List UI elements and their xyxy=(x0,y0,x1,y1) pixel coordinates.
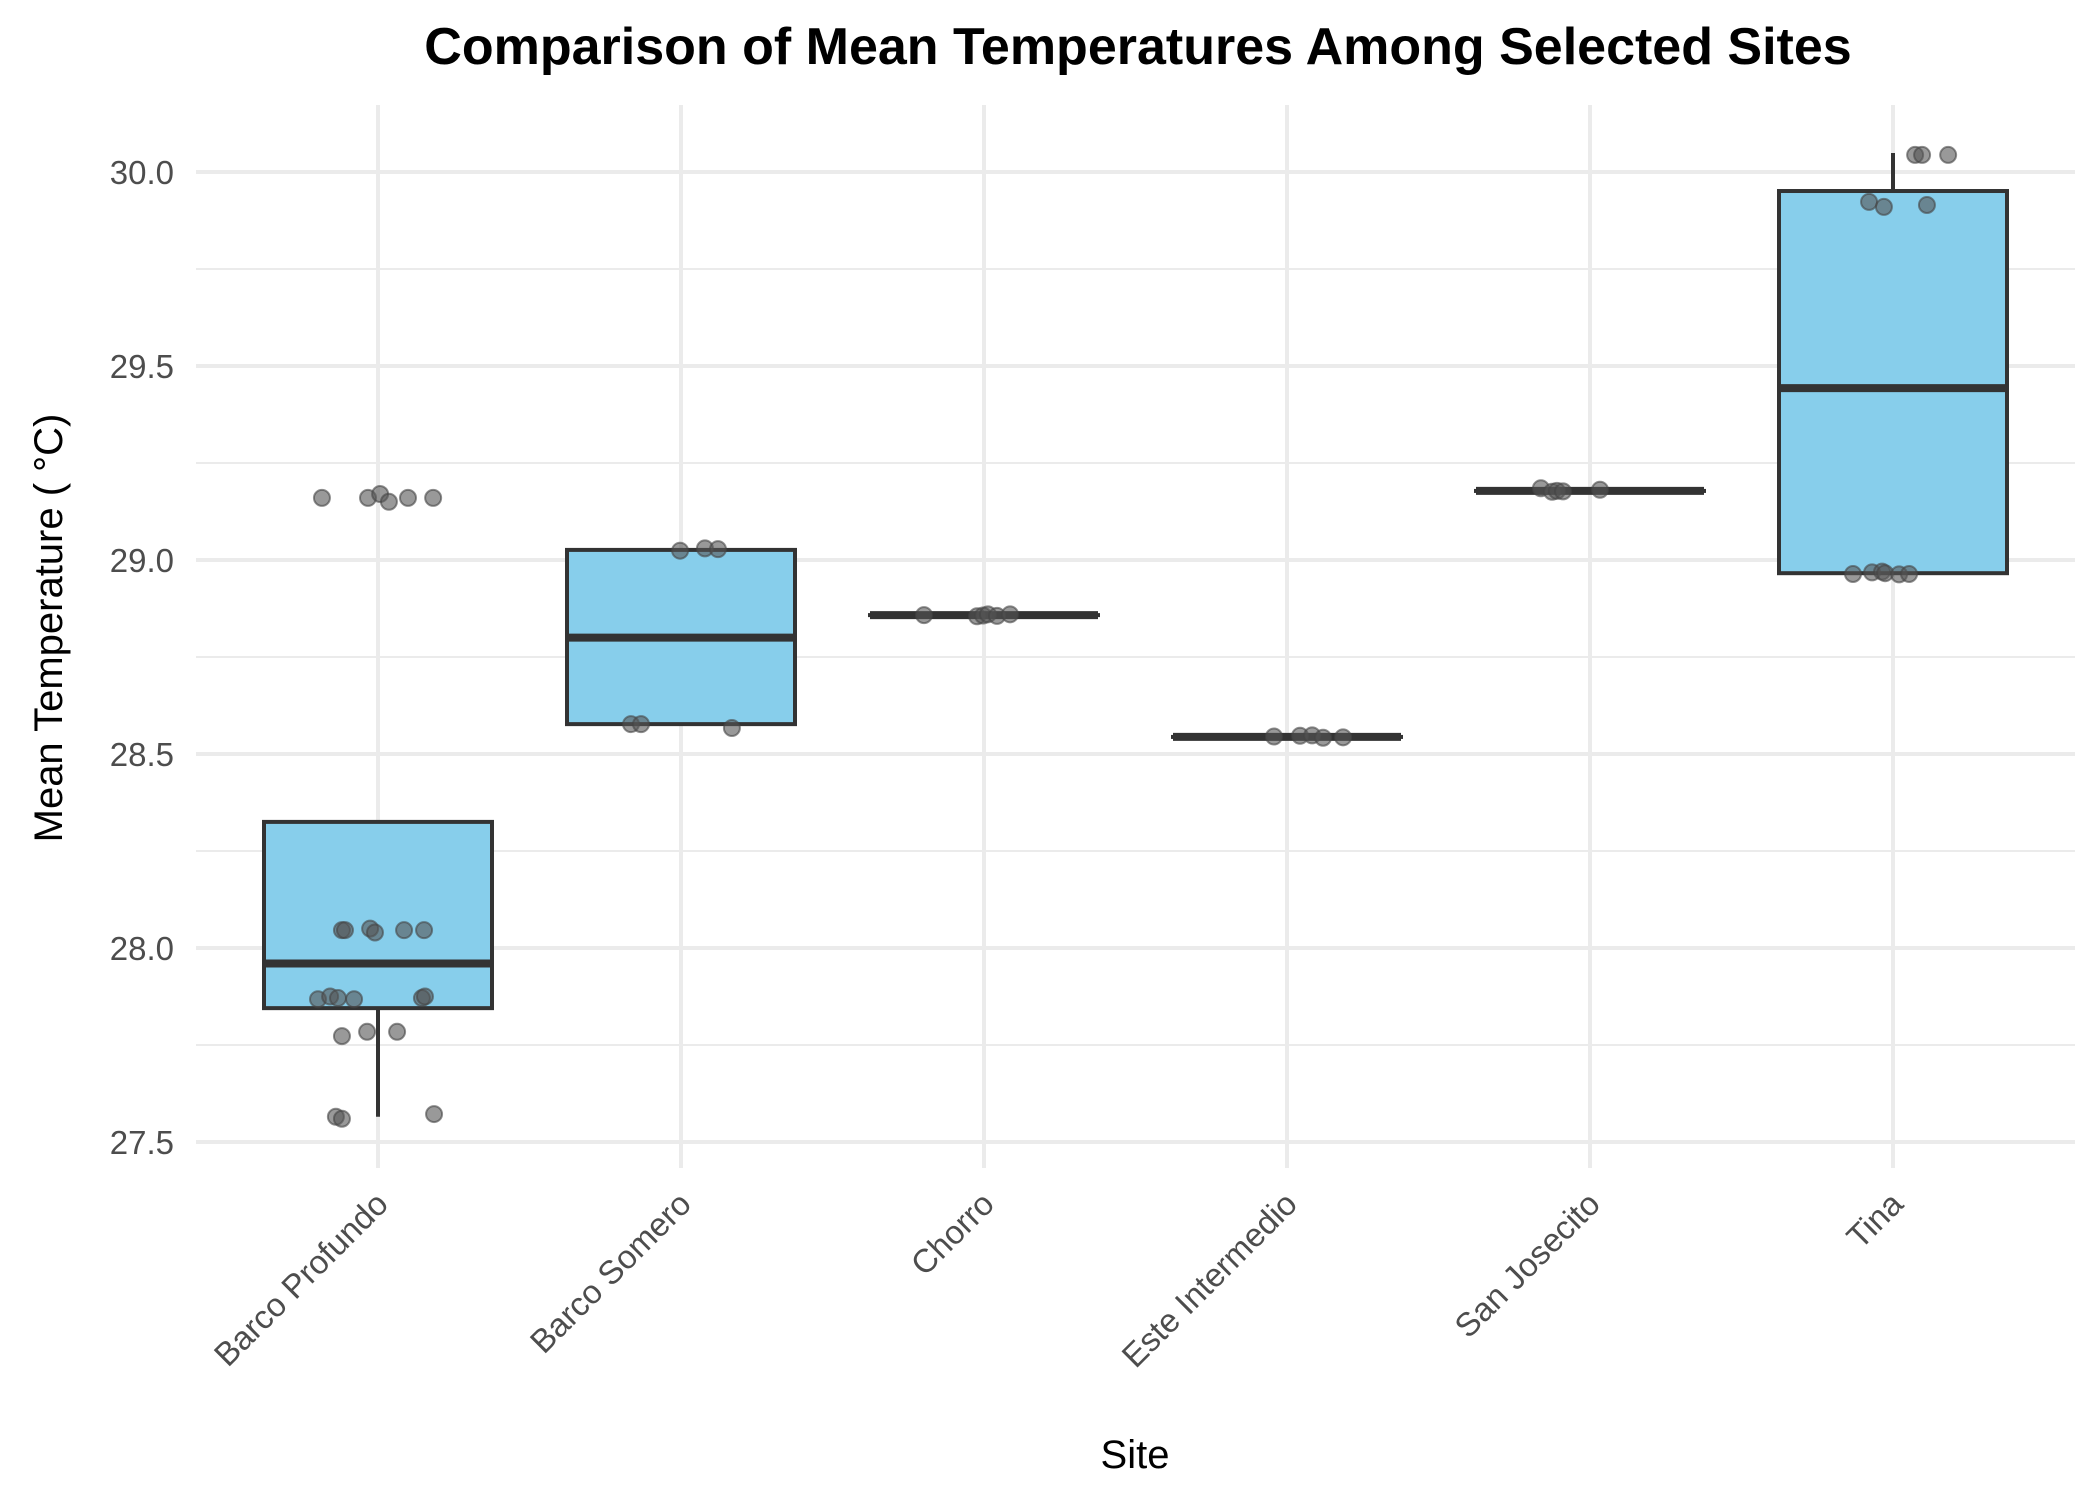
data-point xyxy=(332,1109,351,1128)
data-point xyxy=(1913,145,1932,164)
y-axis-ticks: 27.5 28.0 28.5 29.0 29.5 30.0 xyxy=(110,154,174,1161)
data-point xyxy=(329,989,348,1008)
data-point xyxy=(332,1027,351,1046)
data-point xyxy=(1334,728,1353,747)
data-point xyxy=(632,715,651,734)
chart-title: Comparison of Mean Temperatures Among Se… xyxy=(424,18,1851,76)
data-point xyxy=(1001,605,1020,624)
data-point xyxy=(722,719,741,738)
data-point xyxy=(379,492,398,511)
y-tick-label: 30.0 xyxy=(110,154,174,191)
y-tick-label: 29.0 xyxy=(110,542,174,579)
data-point xyxy=(395,921,414,940)
data-point xyxy=(1874,197,1893,216)
jitter-points xyxy=(309,145,1958,1128)
data-point xyxy=(358,1022,377,1041)
data-point xyxy=(365,923,384,942)
data-point xyxy=(1860,192,1879,211)
iqr-box xyxy=(1777,189,2009,576)
data-point xyxy=(1554,482,1573,501)
box-barco-profundo xyxy=(262,819,494,1117)
y-tick-label: 29.5 xyxy=(110,348,174,385)
iqr-box xyxy=(262,819,494,1011)
data-point xyxy=(424,488,443,507)
data-point xyxy=(398,488,417,507)
data-point xyxy=(1917,195,1936,214)
y-tick-label: 28.5 xyxy=(110,736,174,773)
data-point xyxy=(1264,727,1283,746)
data-point xyxy=(415,921,434,940)
y-tick-label: 28.0 xyxy=(110,930,174,967)
data-point xyxy=(415,987,434,1006)
x-axis-title: Site xyxy=(1101,1433,1170,1477)
y-tick-label: 27.5 xyxy=(110,1124,174,1161)
data-point xyxy=(708,540,727,559)
data-point xyxy=(1314,728,1333,747)
box-tina xyxy=(1777,152,2009,576)
box-barco-somero xyxy=(565,547,797,727)
data-point xyxy=(388,1022,407,1041)
data-point xyxy=(1939,145,1958,164)
data-point xyxy=(671,541,690,560)
grid xyxy=(196,105,2075,1168)
data-point xyxy=(1590,480,1609,499)
boxes xyxy=(262,152,2009,1117)
y-axis-title: Mean Temperature ( °C) xyxy=(27,414,71,843)
data-point xyxy=(425,1105,444,1124)
data-point xyxy=(335,921,354,940)
data-point xyxy=(345,990,364,1009)
data-point xyxy=(1844,564,1863,583)
data-point xyxy=(915,606,934,625)
data-point xyxy=(1900,564,1919,583)
data-point xyxy=(312,488,331,507)
